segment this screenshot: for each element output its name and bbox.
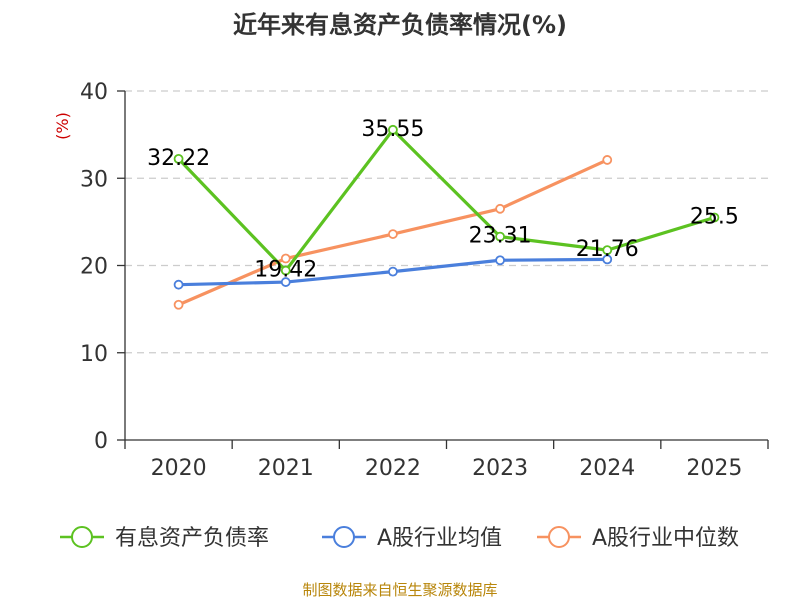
- data-point: [602, 245, 613, 256]
- x-tick-label: 2022: [365, 456, 421, 481]
- y-tick-label: 10: [80, 342, 108, 367]
- data-point: [280, 265, 291, 276]
- data-point: [495, 203, 505, 214]
- x-tick-label: 2021: [258, 456, 314, 481]
- data-point: [709, 212, 720, 223]
- data-label: 21.76: [576, 237, 639, 262]
- legend-marker: [333, 526, 355, 548]
- data-point: [173, 299, 184, 310]
- legend-label: A股行业中位数: [592, 526, 739, 551]
- x-tick-label: 2020: [151, 456, 207, 481]
- y-tick-label: 40: [80, 80, 108, 105]
- data-point: [495, 255, 505, 266]
- data-point: [173, 153, 184, 164]
- data-point: [173, 279, 184, 290]
- legend: 有息资产负债率 A股行业均值 A股行业中位数: [60, 526, 739, 551]
- y-tick-label: 0: [94, 429, 108, 454]
- x-tick-label: 2025: [686, 456, 742, 481]
- data-point: [602, 155, 613, 165]
- data-label: 25.5: [690, 205, 739, 230]
- x-tick-label: 2023: [472, 456, 528, 481]
- series-line: [177, 128, 715, 273]
- y-axis-label: (%): [53, 112, 72, 140]
- axes: 0 10 20 30 40 2020 2021 2022 2023 2024 2025: [80, 80, 769, 481]
- data-label: 19.42: [254, 258, 317, 283]
- data-label: 23.31: [469, 224, 532, 249]
- data-labels: 32.22 19.42 35.55 23.31 21.76 25.5: [147, 117, 739, 283]
- data-point: [495, 231, 505, 242]
- data-point: [280, 253, 291, 264]
- data-point: [602, 254, 613, 265]
- legend-marker: [71, 526, 93, 548]
- chart-title: 近年来有息资产负债率情况(%): [233, 11, 567, 39]
- legend-marker: [548, 526, 570, 548]
- x-tick-label: 2024: [579, 456, 635, 481]
- series-lines: [173, 124, 720, 310]
- legend-label: 有息资产负债率: [115, 526, 269, 551]
- data-point: [280, 277, 291, 287]
- legend-label: A股行业均值: [377, 526, 502, 551]
- data-point: [388, 124, 398, 135]
- data-label: 35.55: [361, 117, 424, 142]
- data-label: 32.22: [147, 146, 210, 171]
- y-tick-label: 20: [80, 255, 108, 280]
- source-note: 制图数据来自恒生聚源数据库: [302, 581, 497, 599]
- data-point: [388, 229, 398, 239]
- y-tick-label: 30: [80, 167, 108, 192]
- data-point: [388, 266, 398, 277]
